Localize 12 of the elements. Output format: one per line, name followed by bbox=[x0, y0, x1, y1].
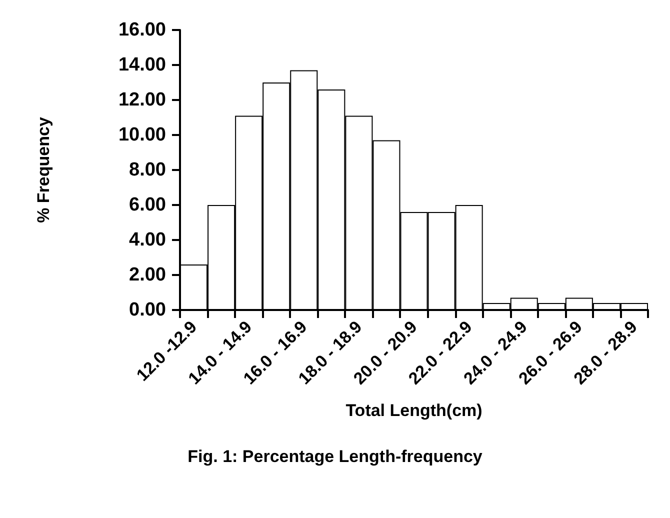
x-axis-title: Total Length(cm) bbox=[346, 401, 482, 420]
y-tick-label: 10.00 bbox=[118, 124, 166, 146]
y-tick-label: 6.00 bbox=[129, 194, 166, 216]
y-tick-label: 2.00 bbox=[129, 264, 166, 286]
y-tick-label: 16.00 bbox=[118, 20, 166, 40]
y-tick-label: 14.00 bbox=[118, 54, 166, 76]
y-tick-label: 12.00 bbox=[118, 90, 166, 110]
y-tick-label: 8.00 bbox=[129, 160, 166, 180]
y-tick-label: 4.00 bbox=[129, 230, 166, 250]
y-tick-label: 0.00 bbox=[129, 300, 166, 320]
y-axis-title: % Frequency bbox=[34, 116, 53, 223]
text: Fig. 1: Percentage Length-frequency bbox=[188, 447, 483, 466]
